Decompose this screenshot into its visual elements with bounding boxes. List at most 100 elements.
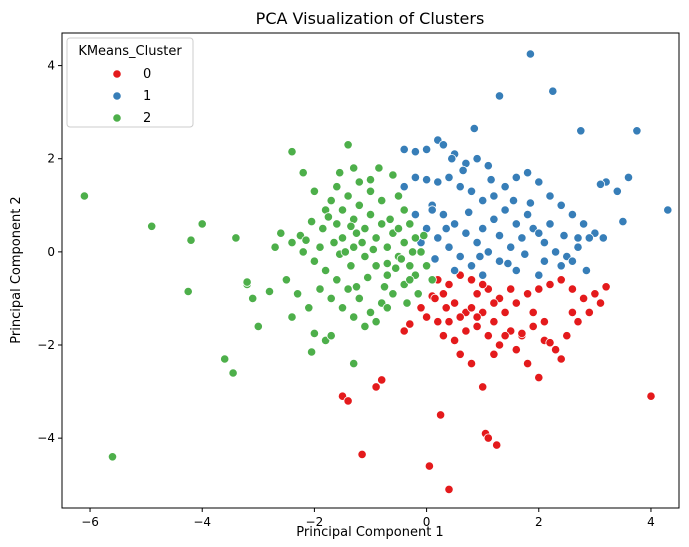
data-point-cluster-1-77 bbox=[508, 196, 519, 206]
data-point-cluster-2-101 bbox=[405, 275, 415, 285]
data-point-cluster-1-35 bbox=[623, 172, 634, 182]
data-point-cluster-2-81 bbox=[354, 200, 364, 210]
data-point-cluster-1-39 bbox=[438, 210, 448, 220]
data-point-cluster-0-72 bbox=[441, 303, 451, 313]
data-point-cluster-1-22 bbox=[478, 196, 488, 206]
data-point-cluster-0-49 bbox=[522, 358, 533, 369]
data-point-cluster-1-21 bbox=[466, 186, 477, 196]
data-point-cluster-0-23 bbox=[545, 279, 555, 290]
data-point-cluster-2-27 bbox=[393, 191, 404, 201]
data-point-cluster-2-57 bbox=[382, 242, 392, 252]
data-point-cluster-2-20 bbox=[332, 219, 342, 229]
data-point-cluster-2-110 bbox=[301, 235, 311, 245]
data-point-cluster-1-84 bbox=[441, 224, 451, 234]
data-point-cluster-2-87 bbox=[379, 282, 390, 292]
data-point-cluster-1-17 bbox=[421, 175, 432, 185]
data-point-cluster-2-89 bbox=[402, 298, 412, 308]
data-point-cluster-0-44 bbox=[455, 349, 465, 359]
data-point-cluster-1-71 bbox=[449, 265, 460, 276]
data-point-cluster-1-54 bbox=[444, 242, 454, 252]
data-point-cluster-0-71 bbox=[646, 391, 656, 401]
data-point-cluster-2-4 bbox=[183, 286, 193, 297]
data-point-cluster-2-46 bbox=[276, 228, 286, 238]
data-point-cluster-0-27 bbox=[590, 289, 600, 299]
data-point-cluster-1-49 bbox=[550, 247, 561, 257]
data-point-cluster-1-42 bbox=[472, 238, 482, 248]
data-point-cluster-1-36 bbox=[618, 217, 628, 227]
data-point-cluster-0-75 bbox=[489, 298, 499, 308]
data-point-cluster-1-63 bbox=[545, 219, 555, 229]
data-point-cluster-1-18 bbox=[410, 172, 420, 182]
data-point-cluster-2-50 bbox=[371, 261, 381, 271]
data-point-cluster-1-23 bbox=[489, 191, 499, 201]
data-point-cluster-2-93 bbox=[351, 228, 362, 238]
data-point-cluster-0-18 bbox=[489, 317, 499, 327]
data-point-cluster-0-57 bbox=[517, 328, 527, 338]
data-point-cluster-2-67 bbox=[304, 303, 314, 313]
data-point-cluster-0-54 bbox=[399, 326, 409, 336]
data-point-cluster-0-47 bbox=[500, 331, 510, 341]
data-point-cluster-0-62 bbox=[371, 382, 381, 392]
data-point-cluster-2-65 bbox=[371, 317, 381, 327]
legend-marker-1 bbox=[112, 91, 122, 101]
data-point-cluster-2-43 bbox=[309, 256, 319, 266]
data-point-cluster-1-34 bbox=[612, 186, 622, 196]
data-point-cluster-0-3 bbox=[466, 275, 477, 285]
data-point-cluster-1-76 bbox=[486, 175, 496, 185]
data-point-cluster-1-59 bbox=[500, 205, 510, 215]
legend-box bbox=[66, 37, 194, 128]
legend-marker-2 bbox=[112, 113, 122, 123]
data-point-cluster-1-26 bbox=[522, 168, 533, 178]
data-point-cluster-2-51 bbox=[382, 270, 392, 280]
data-point-cluster-2-5 bbox=[220, 354, 230, 364]
data-point-cluster-0-40 bbox=[550, 345, 561, 355]
data-point-cluster-0-30 bbox=[438, 331, 448, 341]
data-point-cluster-2-28 bbox=[399, 205, 409, 215]
data-point-cluster-2-60 bbox=[315, 284, 325, 294]
data-point-cluster-0-20 bbox=[511, 298, 521, 308]
data-point-cluster-2-0 bbox=[79, 191, 90, 201]
data-point-cluster-1-79 bbox=[494, 231, 505, 241]
data-point-cluster-1-57 bbox=[478, 224, 488, 234]
data-point-cluster-0-63 bbox=[377, 375, 387, 385]
data-point-cluster-2-53 bbox=[337, 205, 348, 215]
data-point-cluster-2-63 bbox=[349, 312, 359, 322]
data-point-cluster-2-16 bbox=[287, 147, 297, 157]
x-tick-label-0: −6 bbox=[81, 515, 99, 529]
data-point-cluster-2-95 bbox=[329, 238, 339, 248]
data-point-cluster-1-24 bbox=[500, 182, 510, 192]
data-point-cluster-2-2 bbox=[186, 235, 196, 245]
data-point-cluster-2-42 bbox=[320, 265, 331, 276]
data-point-cluster-2-40 bbox=[343, 284, 353, 294]
data-point-cluster-0-53 bbox=[478, 382, 488, 392]
data-point-cluster-2-75 bbox=[365, 210, 376, 220]
y-axis-label: Principal Component 2 bbox=[9, 196, 24, 343]
data-point-cluster-1-89 bbox=[573, 233, 583, 243]
data-point-cluster-0-51 bbox=[556, 354, 566, 364]
data-point-cluster-0-70 bbox=[444, 484, 454, 494]
x-tick-label-5: 4 bbox=[647, 515, 655, 529]
data-point-cluster-2-6 bbox=[228, 368, 238, 378]
x-tick-label-3: 0 bbox=[423, 515, 431, 529]
data-point-cluster-1-10 bbox=[438, 140, 448, 150]
data-point-cluster-1-30 bbox=[567, 210, 578, 220]
data-point-cluster-0-22 bbox=[534, 284, 544, 294]
data-point-cluster-2-83 bbox=[374, 163, 384, 173]
data-point-cluster-0-58 bbox=[478, 279, 488, 290]
data-point-cluster-1-65 bbox=[567, 256, 578, 266]
data-point-cluster-2-3 bbox=[197, 219, 207, 229]
plot-area-frame bbox=[61, 32, 680, 509]
data-point-cluster-0-1 bbox=[444, 279, 454, 290]
data-point-cluster-1-41 bbox=[461, 228, 471, 238]
data-point-cluster-1-37 bbox=[663, 205, 673, 215]
data-point-cluster-1-56 bbox=[466, 261, 477, 271]
data-point-cluster-2-10 bbox=[253, 321, 263, 331]
data-point-cluster-0-76 bbox=[539, 317, 550, 327]
data-point-cluster-1-53 bbox=[433, 233, 443, 243]
data-point-cluster-1-80 bbox=[520, 249, 530, 259]
data-point-cluster-2-72 bbox=[349, 358, 359, 369]
data-point-cluster-2-102 bbox=[419, 231, 429, 241]
data-point-cluster-2-18 bbox=[309, 186, 319, 196]
data-point-cluster-1-25 bbox=[511, 172, 521, 182]
legend-label-2: 2 bbox=[143, 111, 151, 126]
